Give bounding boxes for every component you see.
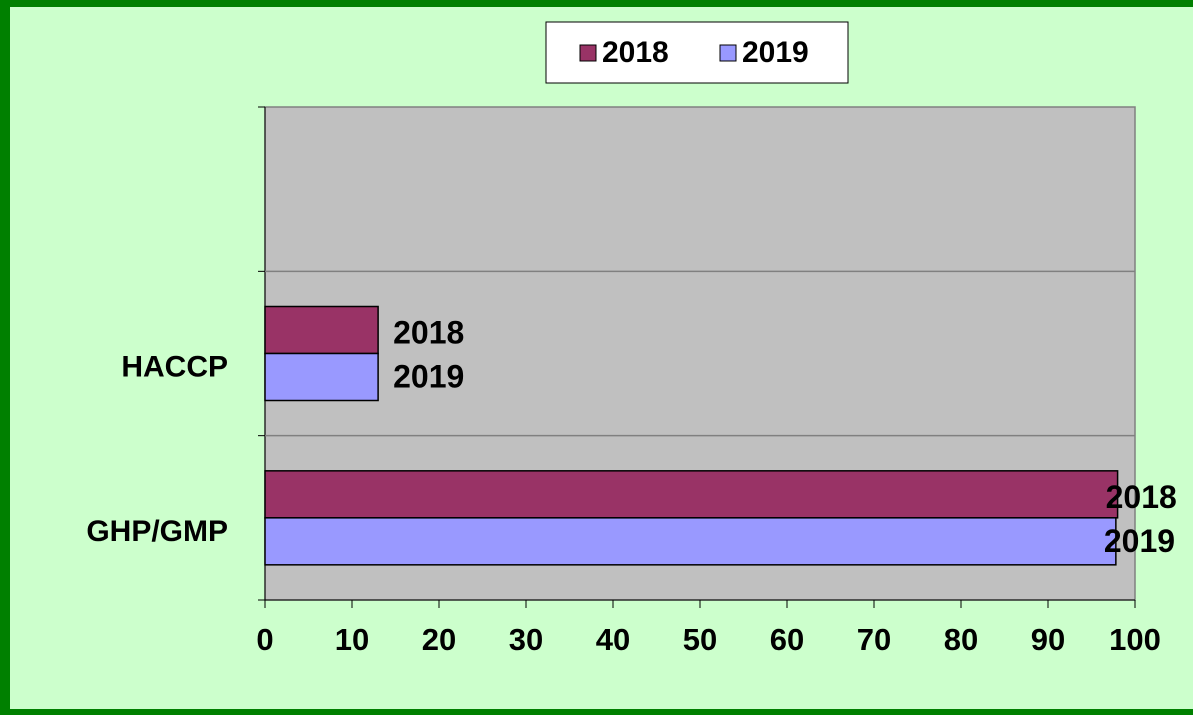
x-tick-label: 50	[683, 622, 717, 657]
legend-label: 2019	[742, 36, 809, 69]
data-label: 2018	[393, 314, 464, 350]
legend-swatch	[719, 44, 737, 62]
data-label: 2019	[1104, 523, 1175, 559]
bar	[264, 352, 379, 402]
x-tick-label: 80	[944, 622, 978, 657]
data-label: 2018	[1106, 479, 1177, 515]
x-tick-label: 20	[422, 622, 456, 657]
legend	[545, 21, 849, 84]
y-tick-label: HACCP	[121, 350, 228, 383]
data-label: 2019	[393, 358, 464, 394]
x-tick-label: 70	[857, 622, 891, 657]
bar	[264, 305, 379, 355]
x-tick-label: 90	[1031, 622, 1065, 657]
x-tick-label: 60	[770, 622, 804, 657]
y-tick-label: GHP/GMP	[86, 515, 228, 548]
x-tick-label: 100	[1109, 622, 1161, 657]
legend-label: 2018	[602, 36, 669, 69]
x-tick-label: 40	[596, 622, 630, 657]
x-tick-label: 30	[509, 622, 543, 657]
legend-swatch	[579, 44, 597, 62]
bar	[264, 517, 1117, 566]
bar	[264, 470, 1119, 519]
x-tick-label: 10	[335, 622, 369, 657]
x-tick-label: 0	[256, 622, 273, 657]
